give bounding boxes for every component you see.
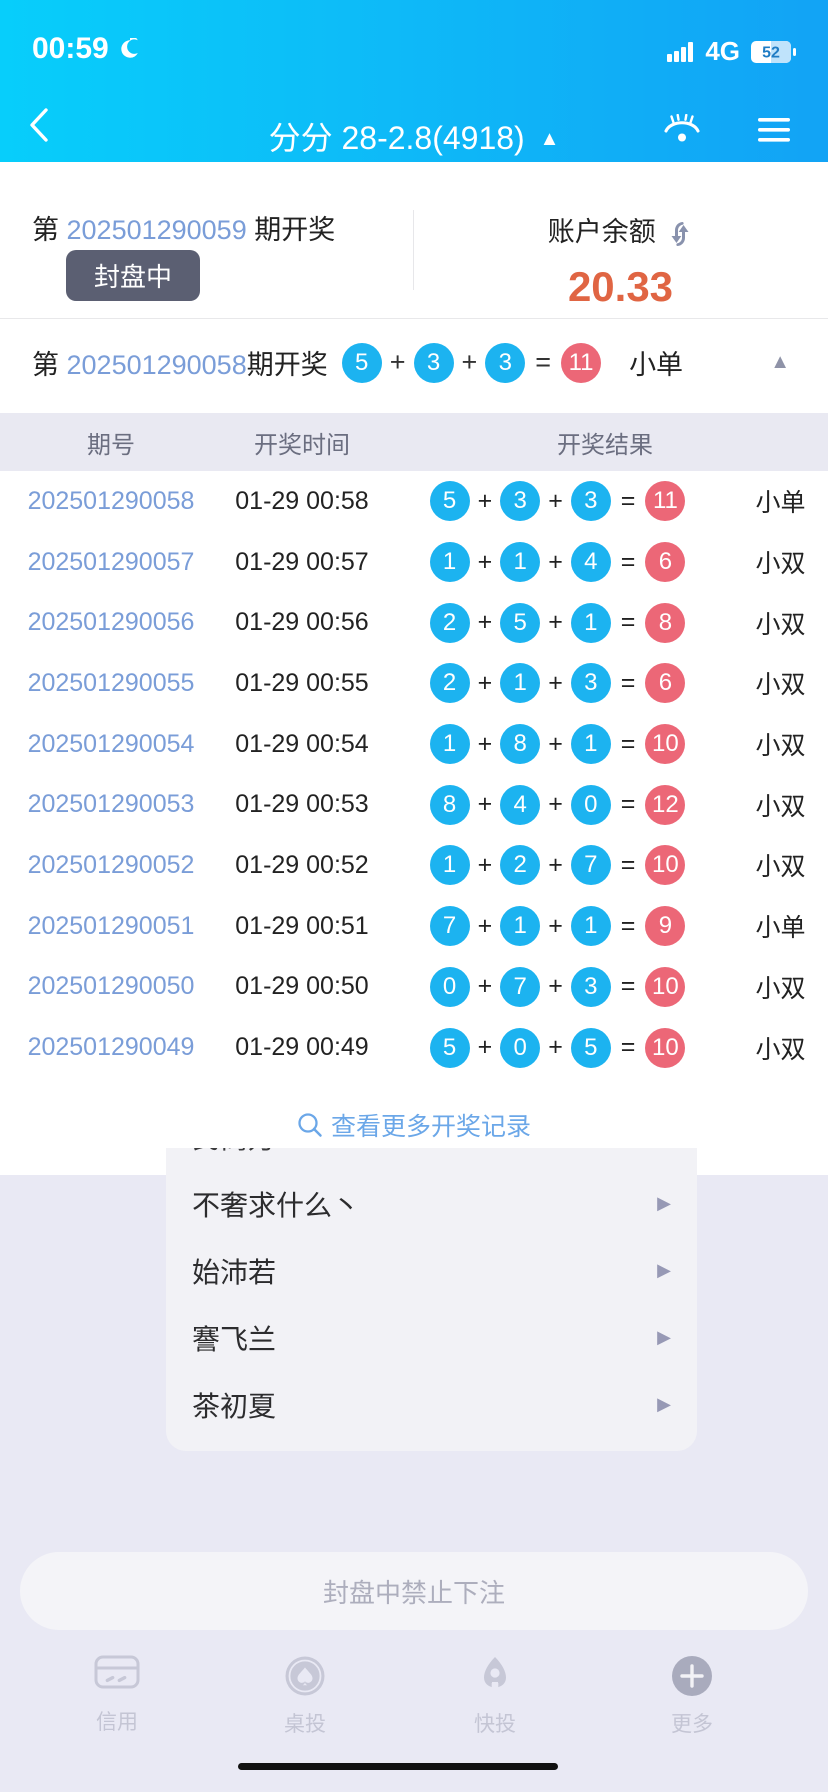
svg-text:52: 52 <box>762 44 780 61</box>
